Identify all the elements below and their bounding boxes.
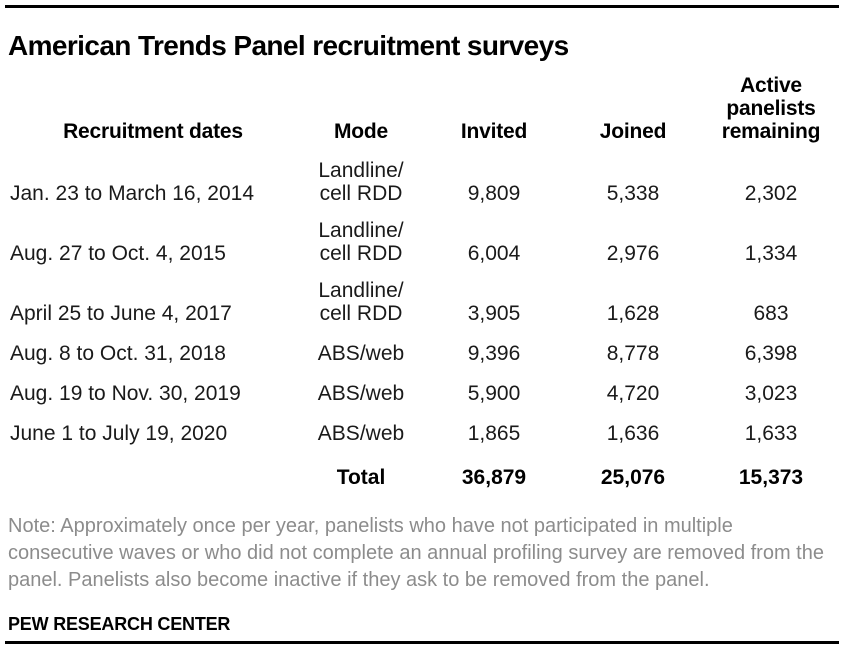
cell-remaining: 3,023 (744, 382, 798, 405)
table-header-row: Recruitment dates Mode Invited Joined Ac… (8, 74, 840, 147)
table-row: Aug. 19 to Nov. 30, 2019 ABS/web 5,900 4… (8, 367, 840, 407)
total-label: Total (336, 466, 386, 489)
source-attribution: PEW RESEARCH CENTER (8, 614, 231, 634)
page-title: American Trends Panel recruitment survey… (8, 30, 569, 61)
cell-invited: 9,396 (467, 342, 521, 365)
cell-joined: 4,720 (606, 382, 660, 405)
cell-mode: Landline/ cell RDD (298, 267, 424, 327)
cell-dates: Aug. 8 to Oct. 31, 2018 (10, 342, 226, 365)
top-divider (5, 5, 839, 8)
mode-line-1: Landline/ (318, 279, 404, 302)
table-total-row: Total 36,879 25,076 15,373 (8, 447, 840, 491)
cell-joined: 5,338 (606, 182, 660, 205)
cell-dates-empty (8, 447, 298, 491)
cell-dates: April 25 to June 4, 2017 (10, 302, 232, 325)
table-row: Aug. 8 to Oct. 31, 2018 ABS/web 9,396 8,… (8, 327, 840, 367)
cell-remaining: 683 (753, 302, 789, 325)
cell-invited: 5,900 (467, 382, 521, 405)
cell-dates: Jan. 23 to March 16, 2014 (10, 182, 254, 205)
cell-mode: ABS/web (317, 382, 405, 405)
cell-joined: 8,778 (606, 342, 660, 365)
column-header-active-panelists-remaining: Active panelists remaining (702, 74, 840, 147)
cell-joined: 1,636 (606, 422, 660, 445)
total-joined: 25,076 (600, 466, 666, 489)
mode-line-2: cell RDD (319, 302, 403, 325)
cell-joined: 1,628 (606, 302, 660, 325)
cell-joined: 2,976 (606, 242, 660, 265)
column-header-invited: Invited (460, 120, 528, 143)
cell-remaining: 2,302 (744, 182, 798, 205)
column-header-active-panelists-remaining-label: Active panelists remaining (721, 74, 821, 143)
cell-invited: 6,004 (467, 242, 521, 265)
figure-container: American Trends Panel recruitment survey… (8, 30, 840, 634)
cell-remaining: 1,334 (744, 242, 798, 265)
cell-mode: Landline/ cell RDD (298, 207, 424, 267)
column-header-joined: Joined (599, 120, 667, 143)
total-invited: 36,879 (461, 466, 527, 489)
cell-invited: 1,865 (467, 422, 521, 445)
table-row: Jan. 23 to March 16, 2014 Landline/ cell… (8, 147, 840, 207)
bottom-divider (5, 641, 839, 644)
table-row: June 1 to July 19, 2020 ABS/web 1,865 1,… (8, 407, 840, 447)
table-row: Aug. 27 to Oct. 4, 2015 Landline/ cell R… (8, 207, 840, 267)
cell-dates: Aug. 27 to Oct. 4, 2015 (10, 242, 226, 265)
footnote: Note: Approximately once per year, panel… (8, 515, 824, 591)
mode-line-2: cell RDD (319, 242, 403, 265)
total-remaining: 15,373 (738, 466, 804, 489)
recruitment-table: Recruitment dates Mode Invited Joined Ac… (8, 74, 840, 491)
mode-line-1: Landline/ (318, 219, 404, 242)
cell-remaining: 6,398 (744, 342, 798, 365)
cell-mode: Landline/ cell RDD (298, 147, 424, 207)
column-header-mode: Mode (333, 120, 389, 143)
mode-line-1: Landline/ (318, 159, 404, 182)
cell-invited: 9,809 (467, 182, 521, 205)
mode-line-2: cell RDD (319, 182, 403, 205)
cell-mode: ABS/web (317, 342, 405, 365)
column-header-recruitment-dates: Recruitment dates (63, 120, 243, 143)
cell-invited: 3,905 (467, 302, 521, 325)
cell-mode: ABS/web (317, 422, 405, 445)
cell-remaining: 1,633 (744, 422, 798, 445)
cell-dates: June 1 to July 19, 2020 (10, 422, 228, 445)
table-row: April 25 to June 4, 2017 Landline/ cell … (8, 267, 840, 327)
cell-dates: Aug. 19 to Nov. 30, 2019 (10, 382, 241, 405)
